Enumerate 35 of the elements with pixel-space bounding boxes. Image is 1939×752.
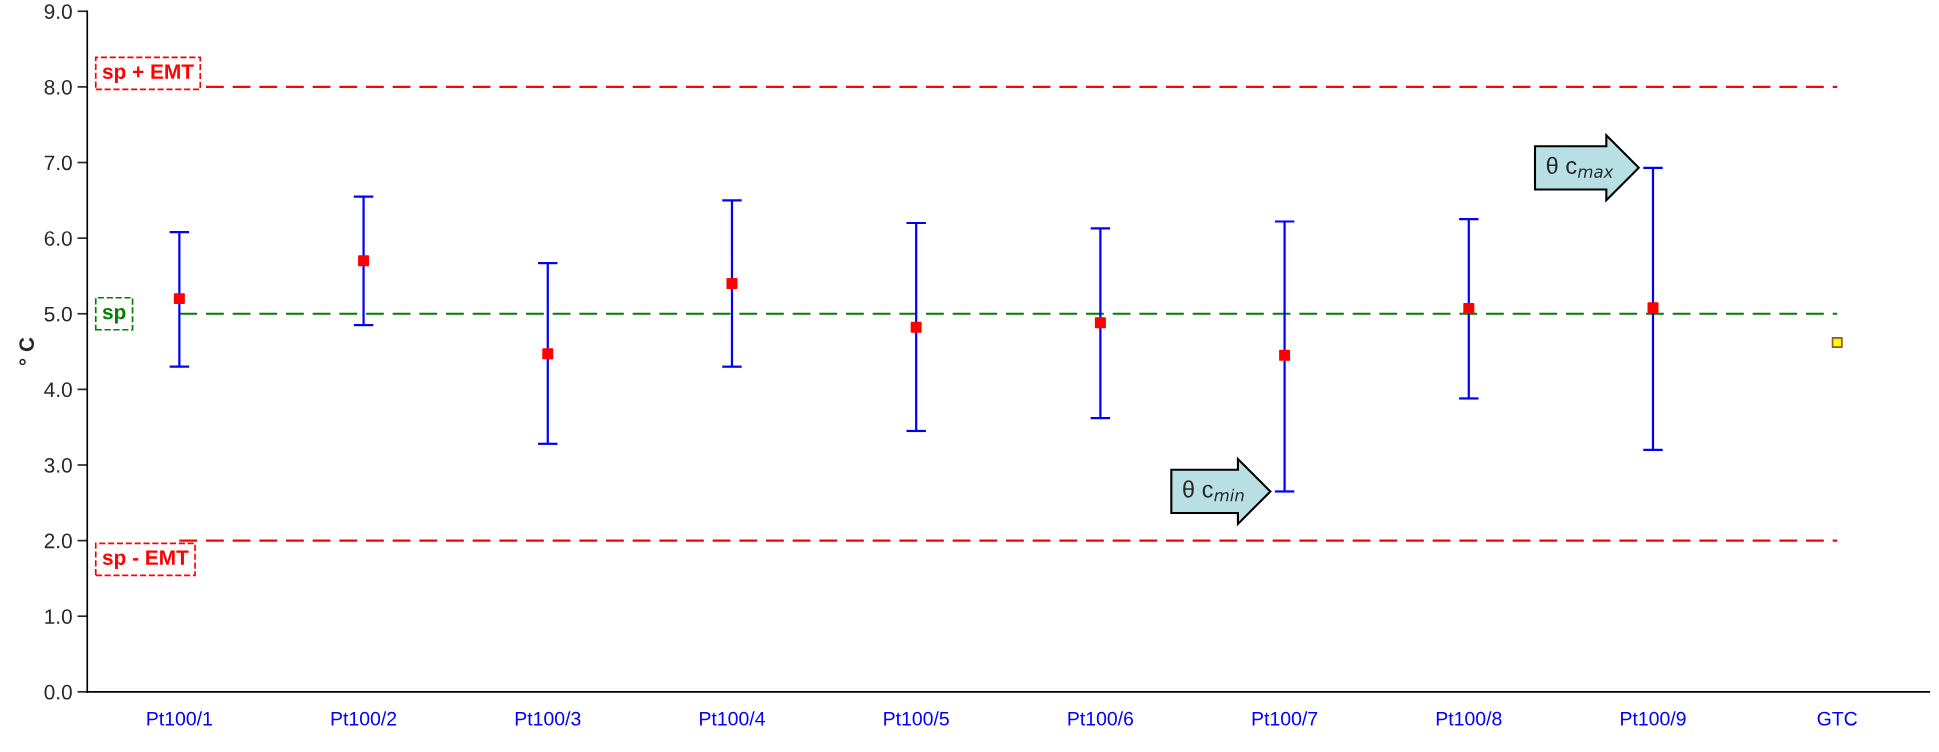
y-tick-label: 5.0	[44, 306, 72, 322]
point	[173, 293, 185, 305]
y-tick-label: 1.0	[45, 609, 72, 624]
x-tick-label: Pt100/6	[1068, 711, 1134, 726]
point	[542, 348, 554, 360]
ref-line-label: sp + EMT	[102, 64, 194, 84]
x-tick-label: Pt100/2	[331, 711, 397, 726]
y-tick-label: 9.0	[44, 4, 72, 20]
point	[1094, 317, 1106, 329]
y-tick-label: 2.0	[44, 533, 72, 549]
x-tick-label: Pt100/7	[1252, 711, 1318, 726]
point	[1463, 302, 1475, 314]
point	[1647, 302, 1659, 314]
y-axis-title: ° C	[19, 337, 35, 366]
y-tick-label: 4.0	[44, 382, 72, 398]
point	[358, 255, 370, 267]
point	[910, 321, 922, 333]
x-tick-label: Pt100/9	[1621, 711, 1686, 726]
annotation: θ c$_{min}$	[1183, 480, 1244, 502]
x-tick-label: Pt100/4	[700, 711, 765, 726]
ref-line-label: sp - EMT	[102, 550, 189, 570]
y-tick-label: 8.0	[44, 79, 72, 95]
point	[726, 278, 738, 289]
y-tick-label: 0.0	[44, 684, 72, 700]
x-tick-label: Pt100/8	[1436, 711, 1502, 726]
y-tick-label: 3.0	[44, 457, 72, 473]
ref-line-label: sp	[102, 307, 126, 324]
x-tick-label: GTC	[1817, 711, 1857, 726]
annotation: θ c$_{max}$	[1546, 156, 1614, 178]
x-tick-label: Pt100/5	[884, 711, 949, 726]
point	[1279, 349, 1291, 361]
y-tick-label: 6.0	[44, 231, 72, 246]
y-tick-label: 7.0	[44, 155, 72, 171]
x-tick-label: Pt100/1	[147, 711, 212, 726]
x-tick-label: Pt100/3	[515, 711, 581, 726]
